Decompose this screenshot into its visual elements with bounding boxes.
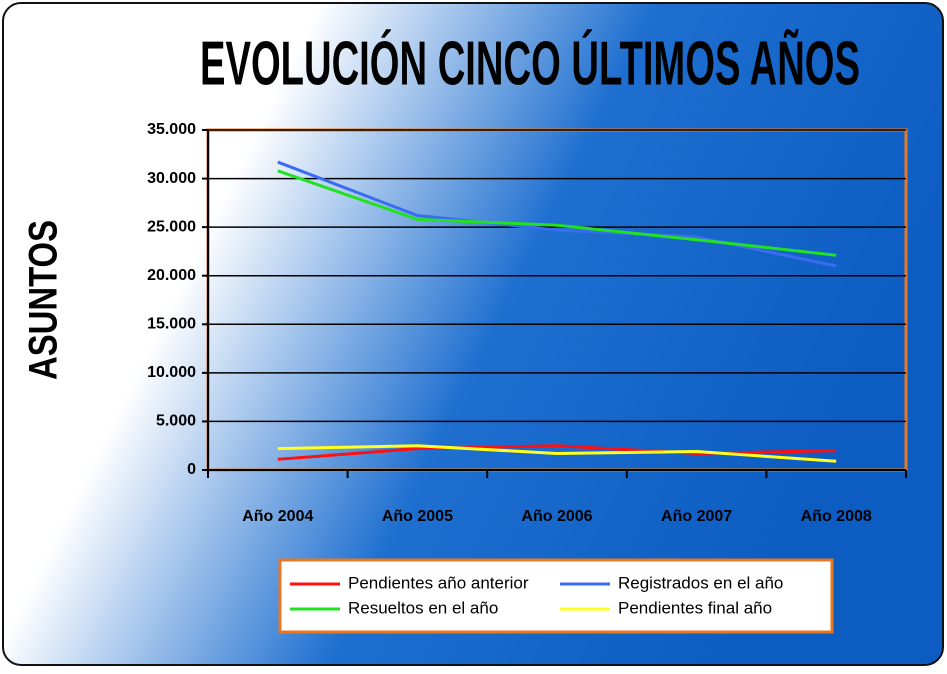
y-tick-label: 35.000	[147, 121, 196, 138]
legend-label: Pendientes año anterior	[348, 573, 529, 592]
y-tick-label: 5.000	[156, 413, 196, 430]
legend-label: Resueltos en el año	[348, 598, 498, 617]
y-tick-label: 10.000	[147, 364, 196, 381]
legend	[278, 558, 834, 634]
series-line	[277, 160, 837, 268]
x-tick-label: Año 2008	[801, 508, 872, 525]
y-tick-label: 0	[187, 461, 196, 478]
series-line	[277, 169, 837, 257]
series-line	[277, 444, 837, 463]
series-line	[277, 444, 837, 461]
background	[2, 2, 944, 666]
y-axis-title: ASUNTOS	[22, 220, 66, 380]
y-tick-label: 30.000	[147, 170, 196, 187]
x-tick-label: Año 2006	[521, 508, 592, 525]
legend-label: Pendientes final año	[618, 598, 772, 617]
legend-label: Registrados en el año	[618, 573, 783, 592]
y-tick-label: 20.000	[147, 267, 196, 284]
x-tick-label: Año 2007	[661, 508, 732, 525]
x-tick-label: Año 2005	[382, 508, 453, 525]
chart-title: EVOLUCIÓN CINCO ÚLTIMOS AÑOS	[200, 29, 860, 98]
x-tick-label: Año 2004	[242, 508, 313, 525]
y-tick-label: 15.000	[147, 316, 196, 333]
y-tick-label: 25.000	[147, 218, 196, 235]
